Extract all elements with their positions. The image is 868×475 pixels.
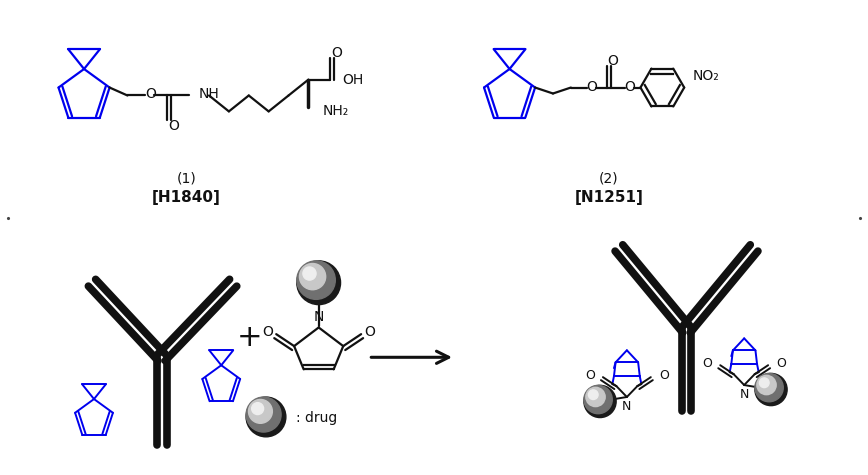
Text: O: O (586, 79, 597, 94)
Text: O: O (168, 119, 179, 133)
Circle shape (755, 373, 787, 406)
Text: O: O (776, 357, 786, 370)
Text: O: O (365, 325, 376, 339)
Text: O: O (262, 325, 273, 339)
Text: NH: NH (199, 86, 220, 101)
Text: NO₂: NO₂ (692, 68, 719, 83)
Circle shape (247, 397, 281, 432)
Text: O: O (624, 79, 635, 94)
Text: +: + (236, 323, 262, 352)
Text: N: N (313, 310, 324, 323)
Circle shape (297, 261, 335, 299)
Text: O: O (145, 87, 155, 102)
Circle shape (755, 373, 783, 402)
Circle shape (757, 375, 776, 395)
Circle shape (584, 385, 616, 418)
Text: [N1251]: [N1251] (575, 190, 643, 205)
Circle shape (589, 390, 598, 399)
Text: N: N (622, 400, 632, 413)
Text: O: O (659, 369, 668, 381)
Circle shape (247, 397, 286, 437)
Text: O: O (585, 369, 595, 381)
Text: (2): (2) (599, 171, 619, 185)
Text: N: N (740, 389, 749, 401)
Circle shape (586, 387, 605, 407)
Circle shape (252, 403, 264, 415)
Text: OH: OH (342, 73, 364, 86)
Text: O: O (331, 46, 342, 60)
Circle shape (299, 264, 326, 290)
Text: (1): (1) (176, 171, 196, 185)
Text: O: O (702, 357, 713, 370)
Circle shape (584, 385, 612, 414)
Circle shape (760, 378, 769, 388)
Circle shape (303, 267, 316, 280)
Circle shape (297, 261, 340, 304)
Text: O: O (608, 54, 618, 68)
Text: NH₂: NH₂ (322, 104, 349, 118)
Circle shape (248, 399, 273, 423)
Text: : drug: : drug (296, 411, 337, 425)
Text: [H1840]: [H1840] (152, 190, 220, 205)
